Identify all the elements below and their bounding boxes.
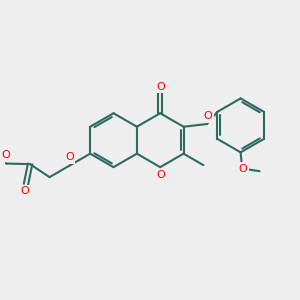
Text: O: O [238,164,247,174]
Text: O: O [157,170,166,181]
Text: O: O [203,111,212,121]
Text: O: O [2,150,11,160]
Text: O: O [65,152,74,162]
Text: O: O [156,82,165,92]
Text: O: O [21,186,29,196]
